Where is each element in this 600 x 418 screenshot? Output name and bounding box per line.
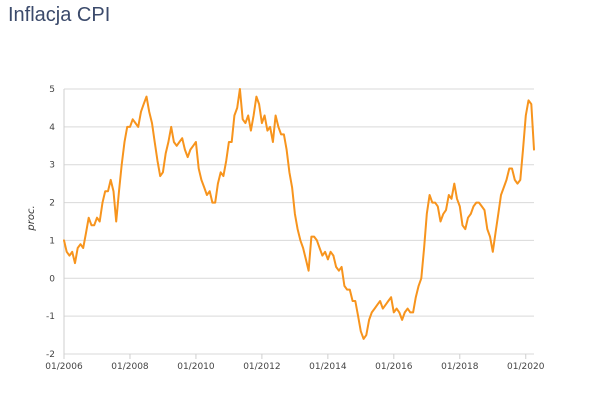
grid-lines: [64, 88, 534, 355]
x-tick-label: 01/2016: [375, 362, 413, 372]
y-tick-label: 1: [49, 236, 55, 246]
x-tick-label: 01/2008: [111, 362, 149, 372]
y-tick-label: 3: [49, 161, 55, 171]
tick-labels: -2 -1 0 1 2 3 4 5 01/2006 01/2008 01/2010 01/2012 01…: [45, 85, 544, 372]
x-tick-label: 01/2010: [177, 362, 215, 372]
chart-title: Inflacja CPI: [8, 4, 111, 26]
axes: [63, 89, 527, 359]
y-tick-label: 2: [49, 199, 55, 209]
y-tick-label: 0: [49, 274, 55, 284]
y-tick-label: -2: [46, 350, 55, 360]
x-tick-label: 01/2006: [45, 362, 83, 372]
y-tick-label: 4: [49, 123, 55, 133]
cpi-series-line: [63, 88, 535, 340]
y-tick-label: -1: [46, 312, 55, 322]
x-tick-label: 01/2012: [243, 362, 280, 372]
y-axis-label: proc.: [26, 205, 37, 231]
y-tick-label: 5: [49, 85, 55, 95]
x-tick-label: 01/2020: [507, 362, 545, 372]
x-tick-label: 01/2014: [309, 362, 347, 372]
series-layer: [63, 88, 535, 340]
x-tick-label: 01/2018: [441, 362, 479, 372]
